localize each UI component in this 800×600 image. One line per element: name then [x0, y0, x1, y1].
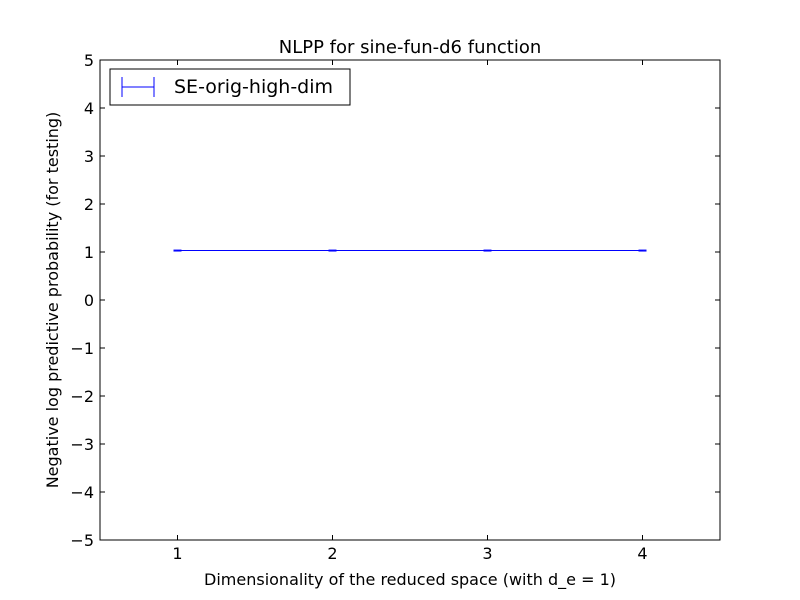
y-tick-label: 3 — [84, 147, 94, 166]
errorbar-point — [638, 249, 647, 252]
x-axis-label: Dimensionality of the reduced space (wit… — [204, 570, 616, 590]
y-tick-label: −4 — [70, 483, 94, 502]
x-tick-label: 1 — [172, 544, 182, 563]
errorbar-point — [328, 249, 337, 252]
plot-area: 1 2 3 4 5 4 3 2 1 0 −1 −2 −3 −4 −5 — [70, 51, 721, 563]
y-tick-label: 1 — [84, 243, 94, 262]
y-tick-label: −1 — [70, 339, 94, 358]
legend: SE-orig-high-dim — [109, 68, 351, 106]
y-tick-label: −2 — [70, 387, 94, 406]
series-layer — [173, 249, 647, 252]
axes-frame — [99, 59, 721, 541]
legend-errorbar-marker — [121, 77, 155, 97]
y-tick-label: 2 — [84, 195, 94, 214]
y-tick-label: −3 — [70, 435, 94, 454]
y-tick-label: 0 — [84, 291, 94, 310]
errorbar-point — [173, 249, 182, 252]
chart-title: NLPP for sine-fun-d6 function — [279, 37, 542, 58]
x-tick-label: 3 — [482, 544, 492, 563]
y-tick-label: 5 — [84, 51, 94, 70]
y-axis-ticks: 5 4 3 2 1 0 −1 −2 −3 −4 −5 — [70, 51, 720, 550]
x-tick-label: 4 — [637, 544, 647, 563]
y-tick-label: −5 — [70, 531, 94, 550]
y-tick-label: 4 — [84, 99, 94, 118]
x-axis-ticks: 1 2 3 4 — [172, 60, 648, 563]
legend-label-se-orig-high-dim: SE-orig-high-dim — [174, 76, 333, 98]
x-tick-label: 2 — [327, 544, 337, 563]
errorbar-point — [483, 249, 492, 252]
y-axis-label: Negative log predictive probability (for… — [43, 112, 62, 489]
